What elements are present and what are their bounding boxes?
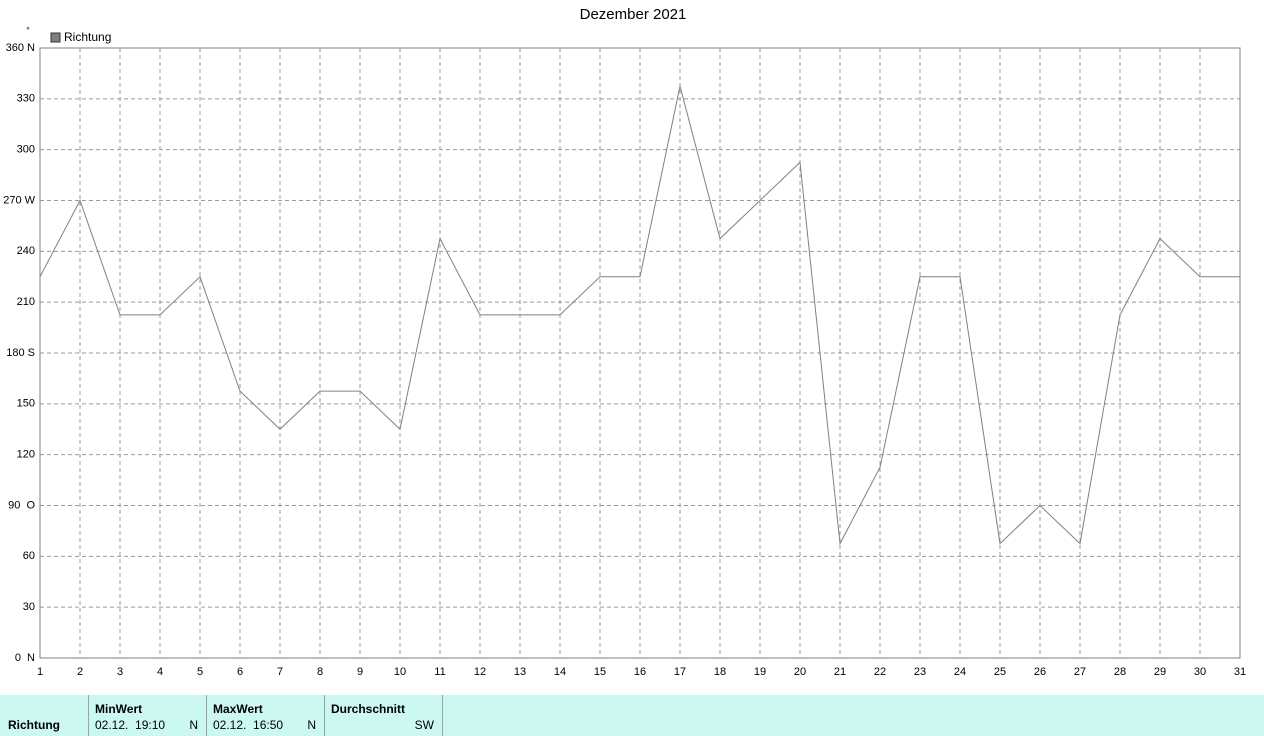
x-tick-label: 20 [794,666,806,678]
x-tick-label: 1 [37,666,43,678]
x-tick-label: 14 [554,666,566,678]
x-tick-label: 3 [117,666,123,678]
value-cell: MaxWert 02.12. 16:50 N [207,695,325,736]
plot-frame [39,47,1241,659]
x-tick-label: 17 [674,666,686,678]
y-tick-label: 300 [17,144,35,156]
x-tick-label: 31 [1234,666,1246,678]
x-tick-label: 12 [474,666,486,678]
y-tick-label: 180 S [6,347,35,359]
column-header: MinWert [95,702,143,716]
column-header: MaxWert [213,702,263,716]
value-cell: MinWert 02.12. 19:10 N [89,695,207,736]
x-tick-label: 5 [197,666,203,678]
row-label-cell: Richtung [0,695,89,736]
x-tick-label: 30 [1194,666,1206,678]
x-tick-label: 10 [394,666,406,678]
y-tick-label: 330 [17,93,35,105]
x-tick-label: 21 [834,666,846,678]
y-tick-label: 150 [17,398,35,410]
y-tick-label: 360 N [6,42,35,54]
x-tick-label: 28 [1114,666,1126,678]
y-tick-label: 30 [23,601,35,613]
legend-swatch [50,32,61,43]
legend-label: Richtung [64,30,111,44]
x-tick-label: 27 [1074,666,1086,678]
x-tick-label: 7 [277,666,283,678]
y-unit: ° [26,25,30,35]
x-tick-label: 13 [514,666,526,678]
x-tick-label: 15 [594,666,606,678]
x-tick-label: 4 [157,666,163,678]
x-tick-label: 18 [714,666,726,678]
direction: SW [414,718,434,732]
x-tick-label: 26 [1034,666,1046,678]
y-tick-label: 240 [17,245,35,257]
chart-title: Dezember 2021 [580,6,687,23]
x-tick-label: 23 [914,666,926,678]
y-tick-label: 210 [17,296,35,308]
y-tick-label: 90 O [8,499,35,511]
x-tick-label: 22 [874,666,886,678]
x-tick-label: 11 [434,666,445,678]
data-line [39,85,1240,546]
direction: N [307,718,316,732]
y-tick-label: 0 N [15,652,35,664]
x-tick-label: 24 [954,666,966,678]
direction: N [189,718,198,732]
time: 02.12. 19:10 [95,718,166,732]
summary-table: Richtung MinWert 02.12. 19:10 N MaxWert 02.12… [0,695,1264,736]
row-label: Richtung [8,718,60,732]
x-tick-label: 2 [77,666,83,678]
x-tick-label: 19 [754,666,766,678]
time: 02.12. 16:50 [213,718,284,732]
x-tick-label: 9 [357,666,363,678]
y-tick-label: 120 [17,449,35,461]
y-tick-label: 60 [23,550,35,562]
x-tick-label: 6 [237,666,243,678]
y-tick-label: 270 W [3,194,35,206]
x-tick-label: 16 [634,666,646,678]
x-tick-label: 8 [317,666,323,678]
value-cell: Durchschnitt SW [325,695,443,736]
column-header: Durchschnitt [331,702,406,716]
x-tick-label: 25 [994,666,1006,678]
x-tick-label: 29 [1154,666,1166,678]
